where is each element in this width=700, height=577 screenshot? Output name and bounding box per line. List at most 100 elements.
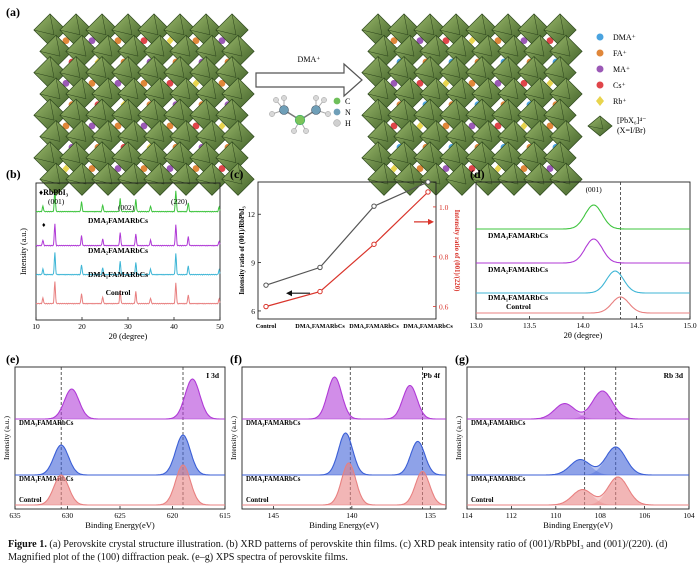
xps-rb3d-chart: 114 112 110 108 106 104 Binding Energy(eV) Inte… [454, 366, 695, 530]
octahedron-edge [393, 51, 415, 57]
octahedron-edge [393, 136, 415, 142]
octahedron-edge [393, 93, 415, 100]
x-tick-label: 140 [346, 511, 358, 520]
octahedron-edge [523, 136, 545, 142]
octahedron-edge [33, 72, 55, 78]
octahedron-edge [507, 99, 513, 121]
octahedron-edge [81, 35, 87, 57]
octahedron-edge [179, 13, 185, 35]
xps-component-peak [15, 379, 225, 419]
series-label: DMA₃FAMARbCs [246, 420, 301, 427]
x-tick-label: 108 [595, 511, 607, 520]
legend-dot-rb [596, 96, 604, 106]
octahedron-edge [471, 51, 493, 57]
octahedron-edge [59, 157, 81, 163]
annotation-001: (001) [586, 185, 603, 194]
octahedron-edge [461, 163, 467, 185]
octahedron-edge [539, 163, 545, 185]
legend-n: N [345, 108, 351, 117]
octahedron-edge [461, 77, 467, 99]
octahedron-edge [487, 163, 493, 185]
octahedron-edge [189, 29, 211, 36]
octahedron-edge [543, 157, 565, 163]
ratio-point [371, 241, 377, 247]
octahedron-edge [237, 120, 243, 142]
octahedron-edge [215, 157, 237, 163]
xps-fill-area [15, 435, 225, 475]
x-tick-label: 630 [62, 511, 74, 520]
octahedron-edge [153, 141, 159, 163]
xrd-series-line [35, 189, 221, 213]
octahedron-edge [387, 157, 409, 163]
octahedron-edge [127, 141, 133, 163]
octahedron [471, 162, 505, 196]
legend-label-rb: Rb⁺ [613, 97, 627, 106]
octahedron-edge [101, 13, 107, 35]
octahedron-edge [221, 51, 243, 57]
right-axis-arrowhead [428, 218, 434, 225]
octahedron-edge [387, 29, 409, 36]
octahedron-edge [565, 163, 571, 185]
octahedron-legend-icon [587, 115, 613, 137]
octahedron [445, 162, 479, 196]
octahedron-edge [195, 93, 217, 100]
octahedron-edge [539, 120, 545, 142]
octahedron [39, 162, 73, 196]
cation-atom [467, 79, 477, 88]
octahedron-edge [65, 93, 87, 100]
octahedron-edge [367, 51, 389, 57]
cation-atom [415, 36, 425, 45]
xps-fill-area [467, 447, 689, 475]
x-tick-label: 615 [219, 511, 231, 520]
ratio-point [317, 288, 323, 295]
cation-rb [546, 79, 554, 88]
octahedron-edge [205, 13, 211, 35]
octahedron-edge [403, 13, 409, 35]
octahedron-edge [215, 115, 237, 121]
dma-molecule-icon [269, 95, 331, 134]
peak-series-line [476, 238, 690, 264]
octahedron-edge [413, 115, 435, 121]
y-tick-label-right: 0.6 [439, 303, 449, 312]
xps-component-peak [242, 385, 446, 419]
cation-rb [192, 79, 200, 88]
ratio-series-line [265, 181, 429, 286]
core-level-label: I 3d [206, 371, 220, 380]
xps-fill-area [15, 379, 225, 419]
octahedron-edge [549, 93, 571, 100]
octahedron-edge [565, 120, 571, 142]
category-label: Control [256, 323, 277, 330]
x-tick-label: 40 [170, 322, 178, 331]
octahedron-edge [111, 157, 133, 163]
legend-label-cs: Cs⁺ [613, 81, 626, 90]
octahedron-edge [455, 141, 461, 163]
y-tick-label-left: 6 [251, 307, 255, 316]
octahedron-edge [221, 93, 243, 100]
octahedron-edge [215, 72, 237, 78]
octahedron-edge [231, 13, 237, 35]
octahedron [143, 162, 177, 196]
x-axis-title: Binding Energy(eV) [309, 520, 379, 530]
octahedron [497, 162, 531, 196]
panel-label-e: (e) [6, 352, 19, 366]
xps-component-peak [15, 389, 225, 419]
octahedron-edge [383, 35, 389, 57]
legend-label-dma: DMA⁺ [613, 33, 636, 42]
octahedron-edge [81, 77, 87, 99]
octahedron [367, 162, 401, 196]
cation-atom [139, 79, 149, 88]
cation-atom [217, 79, 227, 88]
cation-atom [191, 36, 201, 45]
octahedron-edge [169, 93, 191, 100]
octahedron-edge [435, 35, 441, 57]
xps-component-peak [467, 477, 689, 505]
octahedron-edge [75, 99, 81, 121]
xps-fill-area [242, 463, 446, 505]
octahedron-edge [487, 77, 493, 99]
cation-rb [218, 121, 226, 130]
cation-rb [166, 36, 174, 45]
octahedron-edge [413, 72, 435, 78]
xps-component-peak [467, 489, 689, 505]
xps-component-peak [242, 433, 446, 475]
series-label: DMA₃FAMARbCs [471, 420, 526, 427]
